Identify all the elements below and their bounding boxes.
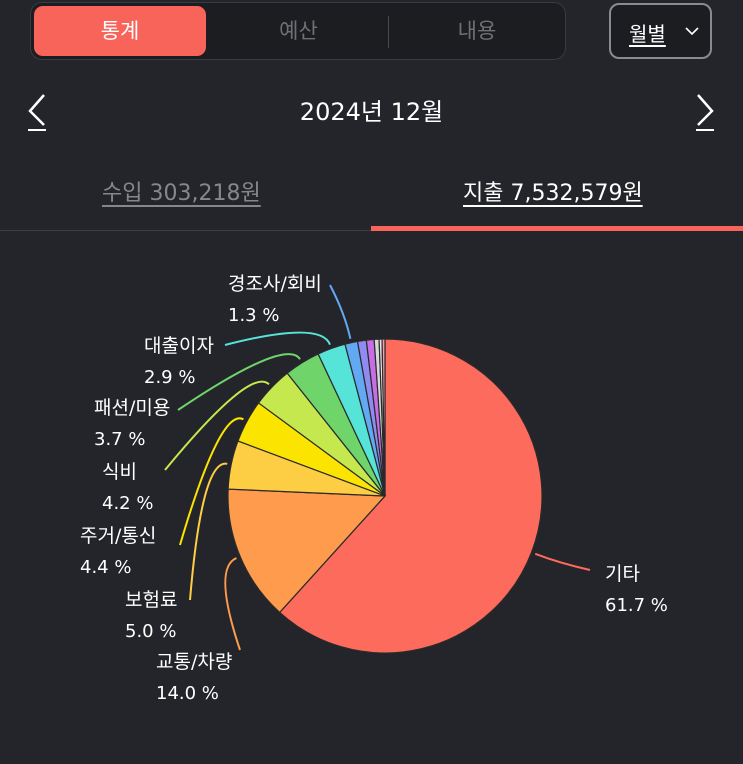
- slice-category-label: 기타: [605, 563, 640, 585]
- next-month-arrow-icon[interactable]: [694, 92, 716, 132]
- active-tab-indicator: [371, 226, 743, 231]
- leader-line: [164, 380, 270, 471]
- slice-percent-label: 4.4 %: [80, 557, 131, 578]
- slice-category-label: 식비: [102, 461, 137, 483]
- slice-category-label: 경조사/회비: [228, 273, 322, 295]
- slice-percent-label: 5.0 %: [125, 621, 176, 642]
- slice-category-label: 교통/차량: [156, 651, 232, 673]
- expense-tab[interactable]: 지출 7,532,579원: [463, 181, 643, 206]
- slice-category-label: 대출이자: [144, 335, 214, 357]
- tab-statistics[interactable]: 통계: [34, 6, 206, 56]
- pie-slice[interactable]: [381, 338, 386, 497]
- slice-percent-label: 2.9 %: [144, 367, 195, 388]
- leader-line: [534, 552, 591, 571]
- leader-line: [329, 284, 352, 339]
- slice-percent-label: 4.2 %: [102, 493, 153, 514]
- leader-line: [177, 353, 301, 411]
- leader-line: [189, 462, 228, 601]
- income-tab[interactable]: 수입 303,218원: [102, 181, 261, 206]
- leader-line: [224, 331, 331, 346]
- chevron-down-icon: [685, 27, 699, 36]
- period-dropdown[interactable]: 월별: [609, 3, 712, 59]
- slice-category-label: 보험료: [125, 589, 177, 611]
- slice-percent-label: 1.3 %: [228, 305, 279, 326]
- segment-divider: [388, 16, 389, 48]
- slice-percent-label: 3.7 %: [94, 429, 145, 450]
- view-segmented-control: 통계 예산 내용: [30, 2, 566, 60]
- slice-percent-label: 61.7 %: [605, 595, 668, 616]
- tab-details[interactable]: 내용: [457, 19, 497, 43]
- leader-line: [179, 417, 244, 546]
- tab-budget[interactable]: 예산: [279, 19, 318, 43]
- pie-slice[interactable]: [227, 488, 387, 614]
- pie-slice[interactable]: [278, 338, 543, 654]
- leader-line: [224, 557, 241, 651]
- slice-category-label: 주거/통신: [80, 525, 156, 547]
- slice-percent-label: 14.0 %: [156, 683, 219, 704]
- slice-category-label: 패션/미용: [94, 397, 170, 419]
- previous-month-arrow-icon[interactable]: [26, 92, 48, 132]
- period-dropdown-label: 월별: [629, 22, 666, 46]
- month-label: 2024년 12월: [299, 98, 444, 126]
